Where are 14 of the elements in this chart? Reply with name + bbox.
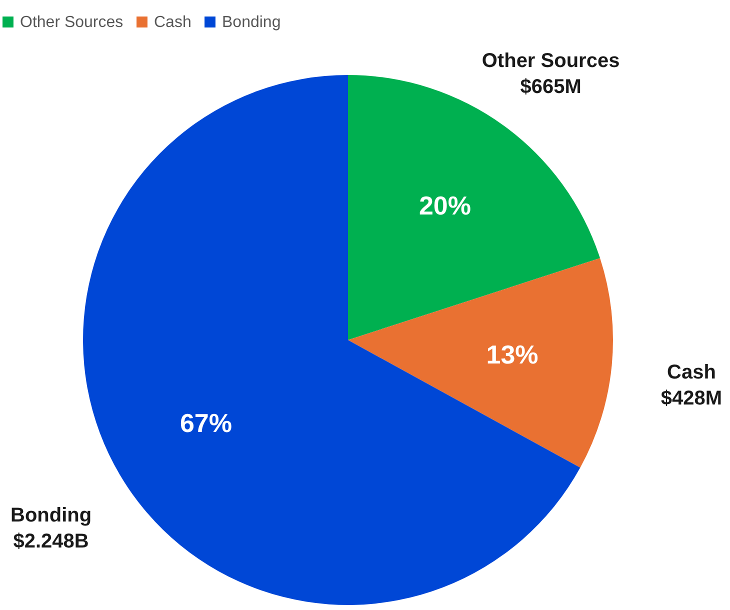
slice-label: Other Sources [482,50,620,72]
pie-slice [348,75,600,340]
legend-label: Other Sources [20,14,124,31]
slice-label: Bonding [10,504,92,527]
pie-slice [348,258,613,468]
slice-label: Cash [667,361,716,384]
text: $665M [520,76,582,98]
data-label: 13% [486,340,538,370]
legend-label: Bonding [222,14,281,31]
text: $2.248B [13,530,89,553]
legend-label: Cash [154,14,192,31]
data-label: 67% [180,408,232,438]
data-label: 20% [418,190,472,221]
text: $428M [660,387,722,410]
